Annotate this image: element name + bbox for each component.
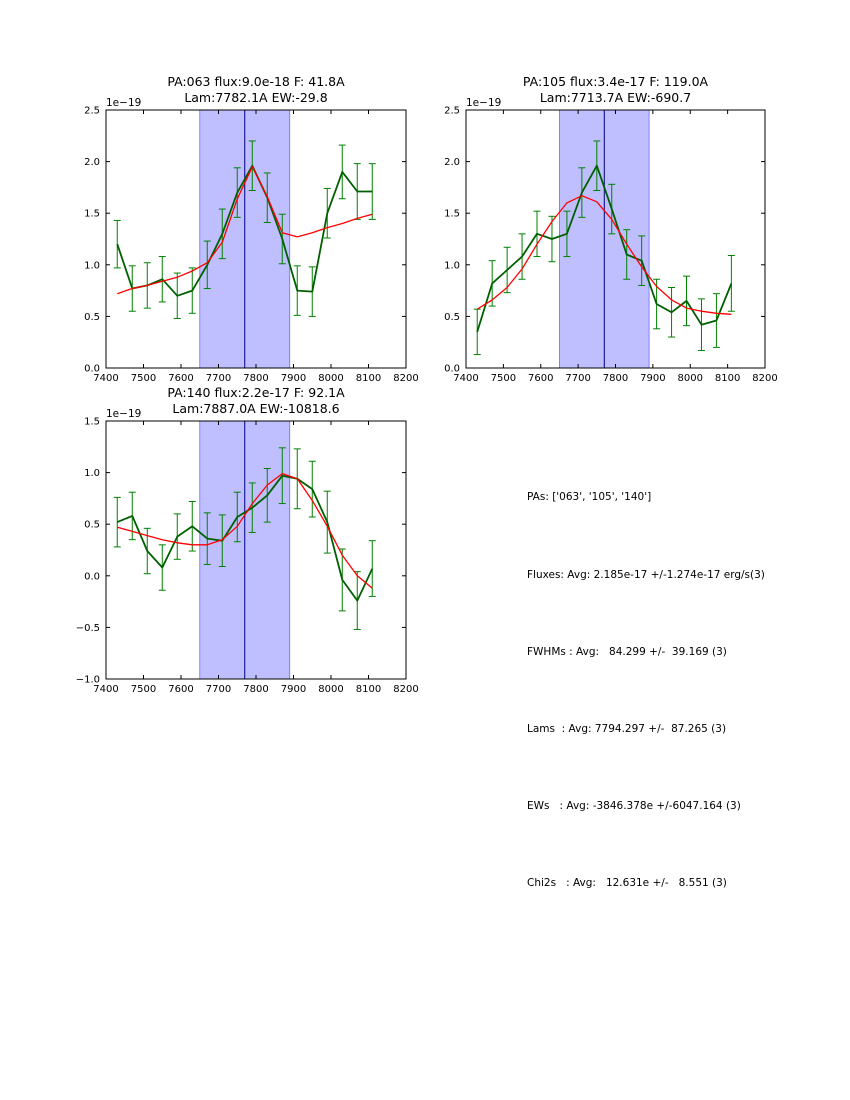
y-tick-label: −1.0 xyxy=(76,675,100,686)
y-offset-label: 1e−19 xyxy=(106,97,141,109)
x-tick-label: 8200 xyxy=(393,684,418,695)
chart-title-line-1: PA:105 flux:3.4e-17 F: 119.0A xyxy=(523,74,709,89)
x-tick-label: 7500 xyxy=(131,373,156,384)
y-tick-label: 0.5 xyxy=(444,312,460,323)
x-tick-label: 8100 xyxy=(356,373,381,384)
y-offset-label: 1e−19 xyxy=(106,408,141,420)
chart-title-line-1: PA:140 flux:2.2e-17 F: 92.1A xyxy=(167,385,345,400)
x-tick-label: 7400 xyxy=(93,684,118,695)
y-tick-label: 2.5 xyxy=(84,106,100,117)
stats-fwhms: FWHMs : Avg: 84.299 +/- 39.169 (3) xyxy=(527,645,727,658)
x-tick-label: 8100 xyxy=(715,373,740,384)
chart-title-line-2: Lam:7887.0A EW:-10818.6 xyxy=(172,401,339,416)
x-tick-label: 8200 xyxy=(752,373,777,384)
x-tick-label: 8200 xyxy=(393,373,418,384)
stats-fluxes: Fluxes: Avg: 2.185e-17 +/-1.274e-17 erg/… xyxy=(527,568,765,581)
y-tick-label: 2.0 xyxy=(84,157,100,168)
y-tick-label: 1.5 xyxy=(84,209,100,220)
series-data-line xyxy=(116,164,373,297)
chart-title-line-2: Lam:7782.1A EW:-29.8 xyxy=(184,90,327,105)
y-tick-label: 0.5 xyxy=(84,312,100,323)
x-tick-label: 7700 xyxy=(206,684,231,695)
x-tick-label: 7600 xyxy=(168,684,193,695)
x-tick-label: 7700 xyxy=(206,373,231,384)
chart-3: 7400 7500 7600 7700 7800 7900 8000 8100 8200 −1.0… xyxy=(76,385,419,695)
y-tick-label: 0.0 xyxy=(84,571,100,582)
x-tick-label: 8100 xyxy=(356,684,381,695)
stats-ews: EWs : Avg: -3846.378e +/-6047.164 (3) xyxy=(527,799,741,812)
y-tick-label: 1.0 xyxy=(84,468,100,479)
x-tick-label: 8000 xyxy=(318,373,343,384)
y-tick-label: 0.5 xyxy=(84,520,100,531)
y-tick-label: 0.0 xyxy=(84,364,100,375)
chart-title-line-2: Lam:7713.7A EW:-690.7 xyxy=(540,90,691,105)
x-tick-label: 7900 xyxy=(281,684,306,695)
y-tick-label: 1.5 xyxy=(84,417,100,428)
x-tick-label: 7600 xyxy=(168,373,193,384)
x-tick-label: 7600 xyxy=(528,373,553,384)
x-tick-label: 7400 xyxy=(93,373,118,384)
y-tick-label: 2.0 xyxy=(444,157,460,168)
series-fit-line xyxy=(476,195,732,315)
stats-panel: PAs: ['063', '105', '140'] Fluxes: Avg: … xyxy=(527,434,765,922)
chart-2: 7400 7500 7600 7700 7800 7900 8000 8100 8200 0.0 0… xyxy=(444,74,778,384)
y-tick-label: 0.0 xyxy=(444,364,460,375)
chart-title-line-1: PA:063 flux:9.0e-18 F: 41.8A xyxy=(167,74,345,89)
x-tick-label: 7800 xyxy=(243,684,268,695)
x-tick-label: 8000 xyxy=(318,684,343,695)
x-tick-label: 7500 xyxy=(491,373,516,384)
x-tick-label: 7800 xyxy=(243,373,268,384)
chart-1: 7400 7500 7600 7700 7800 7900 8000 8100 8200 0.0 0… xyxy=(84,74,419,384)
x-tick-label: 7700 xyxy=(565,373,590,384)
x-tick-label: 7900 xyxy=(640,373,665,384)
x-tick-label: 7800 xyxy=(603,373,628,384)
y-offset-label: 1e−19 xyxy=(466,97,501,109)
series-fit-line xyxy=(117,472,373,589)
y-tick-label: 1.5 xyxy=(444,209,460,220)
stats-pas: PAs: ['063', '105', '140'] xyxy=(527,491,652,504)
x-tick-label: 8000 xyxy=(678,373,703,384)
stats-chi2s: Chi2s : Avg: 12.631e +/- 8.551 (3) xyxy=(527,876,727,889)
series-fit-line xyxy=(117,166,373,295)
x-tick-label: 7900 xyxy=(281,373,306,384)
y-tick-label: 1.0 xyxy=(84,260,100,271)
x-tick-label: 7400 xyxy=(453,373,478,384)
y-tick-label: 1.0 xyxy=(444,260,460,271)
x-tick-label: 7500 xyxy=(131,684,156,695)
y-tick-label: 2.5 xyxy=(444,106,460,117)
y-tick-label: −0.5 xyxy=(76,623,100,634)
stats-lams: Lams : Avg: 7794.297 +/- 87.265 (3) xyxy=(527,722,727,735)
series-data-line xyxy=(476,164,733,333)
